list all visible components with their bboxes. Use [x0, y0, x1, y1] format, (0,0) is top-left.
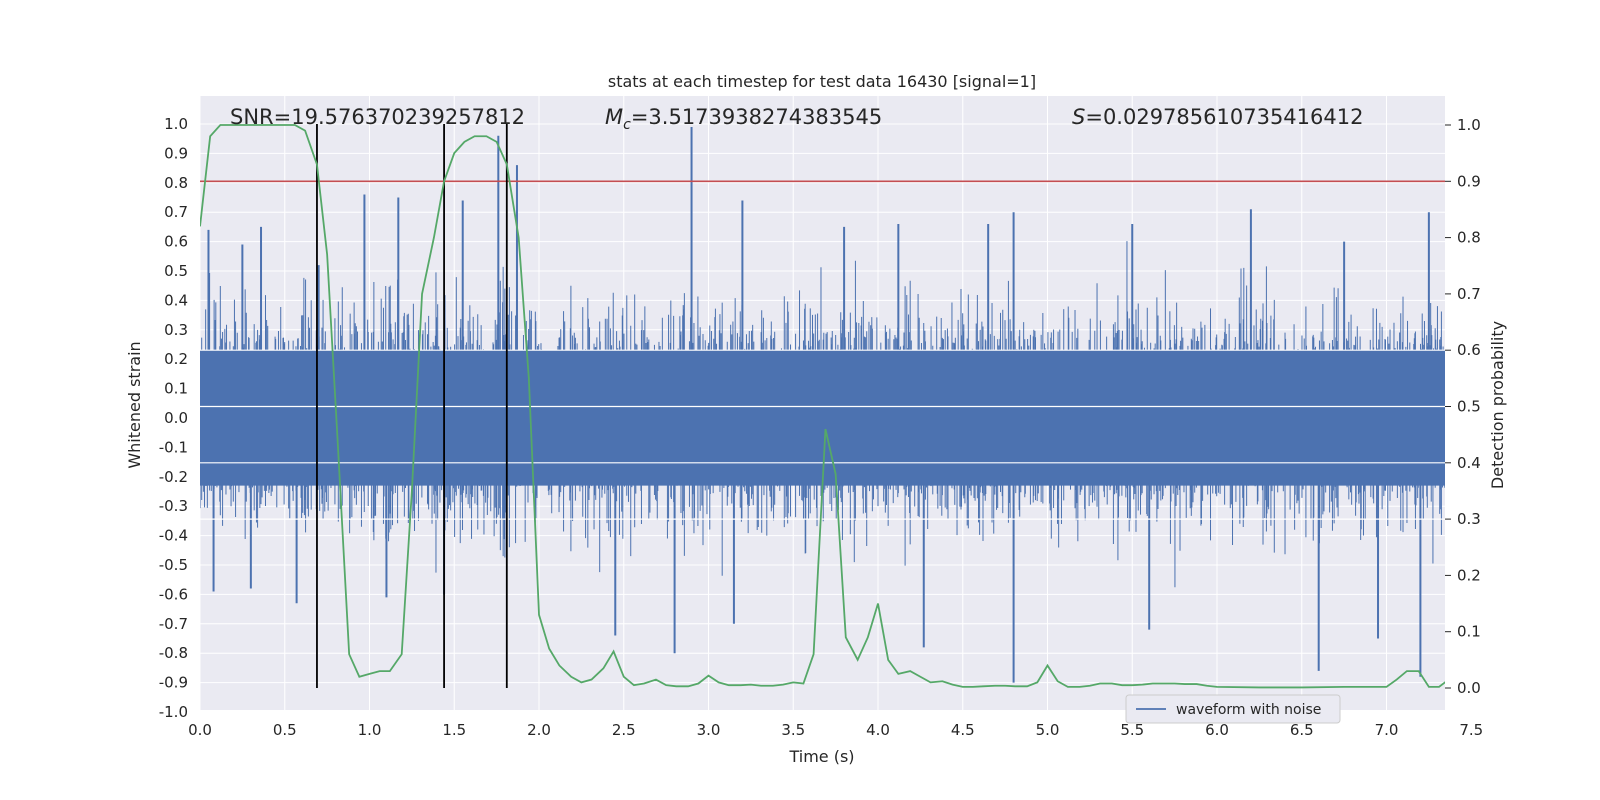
x-axis-label: Time (s): [788, 747, 854, 766]
y-right-tick-label: 1.0: [1457, 116, 1481, 134]
y-left-tick-label: -0.8: [159, 644, 188, 662]
x-tick-label: 6.0: [1205, 721, 1229, 739]
right-grid: [200, 349, 1445, 520]
x-tick-label: 6.5: [1290, 721, 1314, 739]
legend-label: waveform with noise: [1176, 702, 1321, 718]
y-right-axis-ticks: 0.0 0.1 0.2 0.3 0.4 0.5 0.6 0.7 0.8 0.9 1.0: [1445, 116, 1481, 697]
x-tick-label: 7.0: [1375, 721, 1399, 739]
legend-box: [1125, 694, 1341, 724]
y-left-tick-label: -0.2: [159, 468, 188, 486]
y-left-axis-label: Whitened strain: [125, 341, 144, 468]
y-left-tick-label: -0.4: [159, 527, 188, 545]
x-tick-label: 1.0: [358, 721, 382, 739]
y-left-tick-label: -0.5: [159, 556, 188, 574]
x-tick-label: 1.5: [442, 721, 466, 739]
y-right-tick-label: 0.2: [1457, 566, 1481, 584]
x-tick-label: 5.5: [1120, 721, 1144, 739]
y-right-tick-label: 0.1: [1457, 623, 1481, 641]
y-left-tick-label: -0.1: [159, 438, 188, 456]
y-left-axis-ticks: -1.0 -0.9 -0.8 -0.7 -0.6 -0.5 -0.4 -0.3 -0.2 -0.1…: [159, 115, 188, 721]
x-axis-ticks: 0.0 0.5 1.0 1.5 2.0 2.5 3.0 3.5 4.0 4.5 5.0 5.5 6.0 6…: [188, 721, 1483, 739]
y-left-tick-label: -1.0: [159, 703, 188, 721]
y-right-tick-label: 0.3: [1457, 510, 1481, 528]
y-left-tick-label: 0.0: [164, 409, 188, 427]
x-tick-label: 4.5: [951, 721, 975, 739]
y-left-tick-label: -0.3: [159, 497, 188, 515]
x-tick-label: 2.0: [527, 721, 551, 739]
y-left-tick-label: -0.7: [159, 615, 188, 633]
y-left-tick-label: -0.9: [159, 674, 188, 692]
s-annotation: S=0.029785610735416412: [1072, 105, 1363, 129]
y-right-tick-label: 0.4: [1457, 454, 1481, 472]
s-value: =0.029785610735416412: [1085, 105, 1363, 129]
legend: waveform with noise: [1125, 694, 1341, 724]
y-left-tick-label: 0.8: [164, 174, 188, 192]
x-tick-label: 3.0: [697, 721, 721, 739]
y-left-tick-label: 0.3: [164, 321, 188, 339]
y-left-tick-label: 1.0: [164, 115, 188, 133]
y-right-tick-label: 0.5: [1457, 398, 1481, 416]
x-tick-label: 4.0: [866, 721, 890, 739]
y-left-tick-label: -0.6: [159, 585, 188, 603]
y-right-tick-label: 0.6: [1457, 341, 1481, 359]
y-right-tick-label: 0.0: [1457, 679, 1481, 697]
y-left-tick-label: 0.9: [164, 144, 188, 162]
x-tick-label: 5.0: [1036, 721, 1060, 739]
probability-line: [200, 124, 1445, 689]
x-tick-label: 3.5: [781, 721, 805, 739]
y-right-axis-label: Detection probability: [1488, 321, 1507, 489]
snr-annotation: SNR=19.576370239257812: [230, 105, 525, 129]
chirp-mass-annotation: Mc=3.5173938274383545: [605, 105, 882, 133]
chart-title: stats at each timestep for test data 164…: [608, 72, 1036, 91]
y-left-tick-label: 0.2: [164, 350, 188, 368]
probability-series: [200, 124, 1445, 689]
x-tick-label: 0.0: [188, 721, 212, 739]
x-tick-label: 0.5: [273, 721, 297, 739]
y-right-tick-label: 0.7: [1457, 285, 1481, 303]
y-left-tick-label: 0.7: [164, 203, 188, 221]
y-left-tick-label: 0.5: [164, 262, 188, 280]
y-left-tick-label: 0.1: [164, 380, 188, 398]
y-right-tick-label: 0.8: [1457, 229, 1481, 247]
chirp-mass-value: =3.5173938274383545: [631, 105, 882, 129]
y-left-tick-label: 0.6: [164, 233, 188, 251]
y-left-tick-label: 0.4: [164, 291, 188, 309]
y-right-tick-label: 0.9: [1457, 172, 1481, 190]
x-tick-label: 2.5: [612, 721, 636, 739]
x-tick-label: 7.5: [1459, 721, 1483, 739]
